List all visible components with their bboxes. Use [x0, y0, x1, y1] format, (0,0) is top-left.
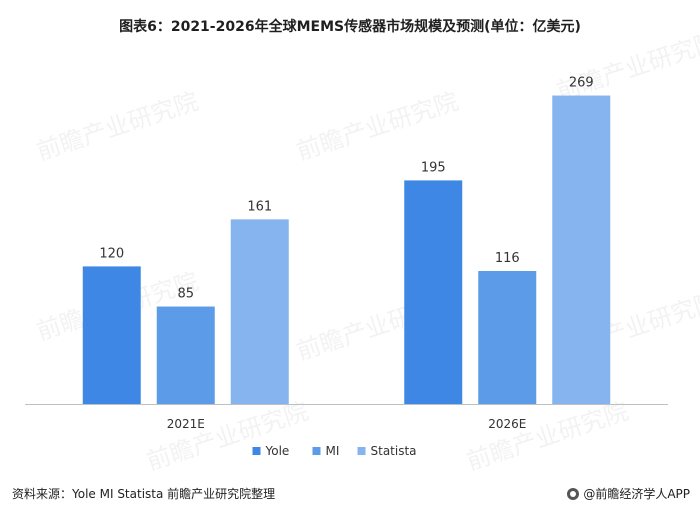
bar-mi-2021e: [156, 306, 215, 404]
data-labels-group: 120 85 161 195 116 269: [99, 76, 593, 302]
watermark-text: 前瞻产业研究院: [143, 397, 311, 476]
bars-group: [82, 95, 611, 405]
bar-mi-2026e: [478, 270, 537, 404]
x-tick-label: 2026E: [488, 417, 526, 431]
watermark-text: 前瞻产业研究院: [463, 397, 631, 476]
chart-title: 图表6：2021-2026年全球MEMS传感器市场规模及预测(单位：亿美元): [119, 19, 581, 35]
data-label: 85: [177, 287, 194, 302]
watermark-text: 前瞻产业研究院: [293, 87, 461, 166]
bar-yole-2021e: [82, 266, 141, 404]
data-label: 269: [569, 76, 594, 91]
bar-statista-2021e: [230, 219, 289, 404]
source-note: 资料来源：Yole MI Statista 前瞻产业研究院整理: [12, 487, 276, 501]
brand-credit-text: @前瞻经济学人APP: [583, 487, 690, 501]
legend: Yole MI Statista: [252, 444, 417, 458]
watermark-text: 前瞻产业研究院: [33, 87, 201, 166]
x-tick-labels: 2021E 2026E: [167, 417, 527, 431]
bar-yole-2026e: [404, 180, 463, 404]
legend-swatch-statista: [357, 447, 366, 455]
watermark-text: 前瞻产业研究院: [553, 27, 700, 106]
brand-logo-icon: [567, 487, 580, 500]
legend-label-yole: Yole: [265, 444, 290, 458]
data-label: 161: [247, 199, 272, 214]
data-label: 116: [495, 251, 520, 266]
legend-label-mi: MI: [326, 444, 340, 458]
bar-statista-2026e: [552, 95, 611, 405]
brand-credit: @前瞻经济学人APP: [567, 485, 690, 502]
x-tick-label: 2021E: [167, 417, 205, 431]
legend-swatch-mi: [312, 447, 321, 455]
legend-swatch-yole: [252, 447, 261, 455]
legend-label-statista: Statista: [371, 444, 417, 458]
data-label: 195: [421, 160, 446, 175]
data-label: 120: [99, 246, 124, 261]
